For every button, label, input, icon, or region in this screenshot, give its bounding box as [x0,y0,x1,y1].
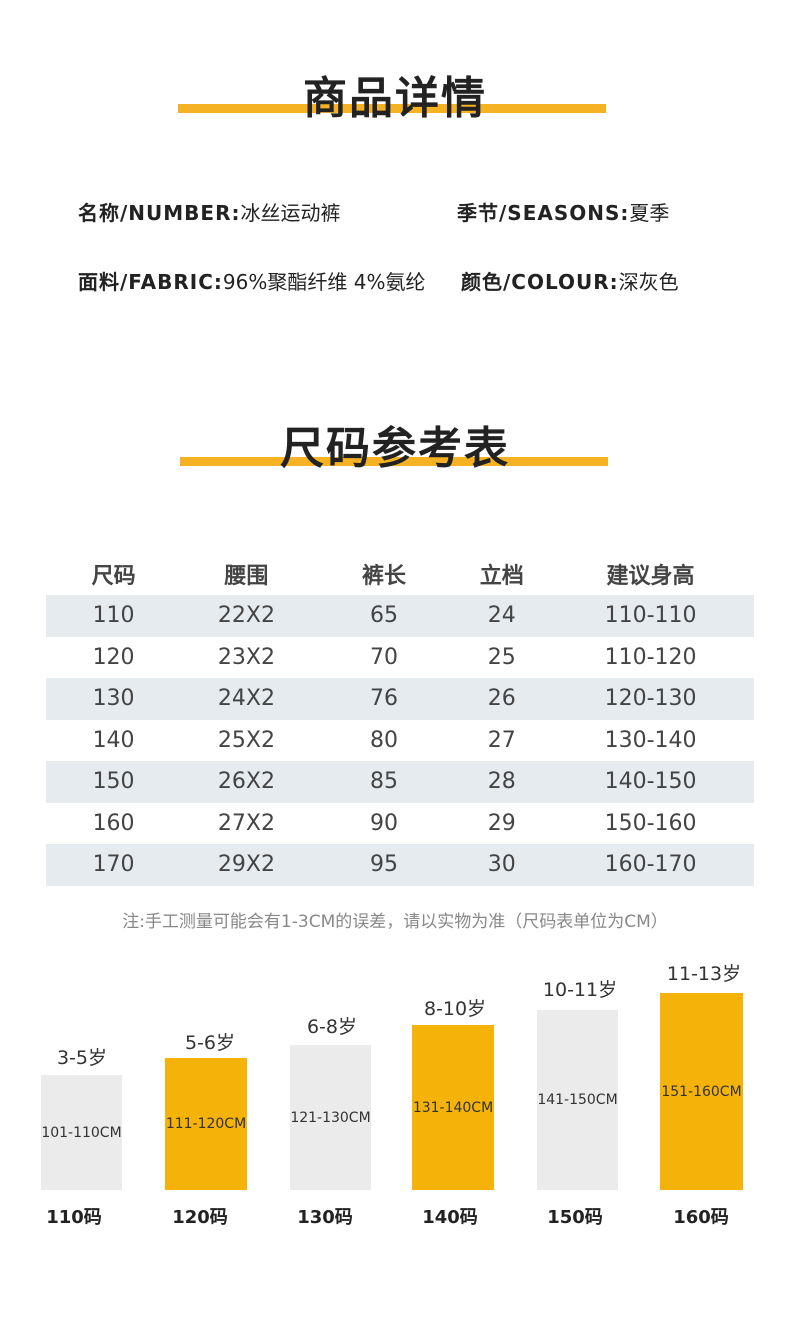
heading-underline [178,104,606,113]
age-label: 11-13岁 [666,963,742,985]
cell-size: 160 [92,810,135,836]
size-code-label: 150码 [547,1207,603,1228]
cell-waist: 22X2 [181,595,312,637]
product-details-title: 商品详情 [303,73,487,124]
table-row: 140 25X2 80 27 130-140 [46,720,754,762]
size-code-label: 160码 [673,1207,729,1228]
height-bar: 111-120CM [165,1058,247,1190]
cell-waist: 29X2 [181,844,312,886]
height-guide: 3-5岁 101-110CM 110码 5-6岁 111-120CM 120码 … [0,950,790,1250]
measurement-note: 注:手工测量可能会有1-3CM的误差，请以实物为准（尺码表单位为CM） [122,912,668,932]
age-label: 10-11岁 [542,979,618,1001]
height-range-label: 101-110CM [41,1124,122,1141]
cell-height: 140-150 [547,761,754,803]
header-waist: 腰围 [224,564,269,589]
table-row: 160 27X2 90 29 150-160 [46,803,754,845]
product-colour-row: 颜色/COLOUR:深灰色 [461,266,679,295]
product-season-label: 季节/SEASONS: [457,201,630,225]
height-range-label: 151-160CM [661,1083,742,1100]
cell-rise: 25 [487,644,516,670]
size-table: 尺码 腰围 裤长 立档 建议身高 110 22X2 65 24 110-110 … [46,553,754,886]
header-length: 裤长 [362,564,407,589]
size-code-label: 140码 [422,1207,478,1228]
cell-length: 85 [311,761,457,803]
cell-length: 95 [311,844,457,886]
height-range-label: 111-120CM [165,1116,247,1132]
height-range-label: 121-130CM [290,1109,371,1126]
product-name-value: 冰丝运动裤 [240,201,341,225]
table-row: 110 22X2 65 24 110-110 [46,595,754,637]
cell-size: 130 [46,678,182,720]
product-name-row: 名称/NUMBER:冰丝运动裤 [78,197,341,226]
age-label: 3-5岁 [56,1047,108,1069]
height-range-label: 141-150CM [537,1092,618,1108]
product-fabric-label: 面料/FABRIC: [78,270,223,294]
cell-size: 140 [92,727,135,753]
heading-underline [180,457,608,466]
cell-rise: 26 [456,678,548,720]
size-table-header: 尺码 腰围 裤长 立档 建议身高 [46,553,754,595]
header-size: 尺码 [91,564,136,589]
cell-rise: 28 [456,761,548,803]
size-code-label: 110码 [46,1207,102,1228]
height-bar: 141-150CM [537,1010,618,1190]
height-bar: 101-110CM [41,1075,122,1190]
product-name-label: 名称/NUMBER: [78,201,241,225]
height-bar: 151-160CM [660,993,743,1190]
age-label: 8-10岁 [423,998,487,1020]
table-row: 170 29X2 95 30 160-170 [46,844,754,886]
product-fabric-row: 面料/FABRIC:96%聚酯纤维 4%氨纶 [78,266,425,295]
height-bar: 131-140CM [412,1025,494,1190]
product-fabric-value: 96%聚酯纤维 4%氨纶 [222,270,426,294]
product-season-value: 夏季 [629,201,670,225]
product-colour-label: 颜色/COLOUR: [461,270,619,294]
cell-height: 150-160 [604,810,697,836]
size-code-label: 130码 [297,1207,353,1228]
cell-length: 65 [311,595,457,637]
size-chart-title: 尺码参考表 [280,423,510,474]
cell-length: 80 [370,727,398,753]
cell-rise: 30 [456,844,548,886]
cell-height: 110-110 [547,595,754,637]
cell-size: 150 [46,761,182,803]
table-row: 150 26X2 85 28 140-150 [46,761,754,803]
cell-length: 70 [370,644,398,670]
size-chart-heading: 尺码参考表 [0,412,790,474]
height-range-label: 131-140CM [412,1099,494,1116]
height-bar: 121-130CM [290,1045,371,1190]
cell-waist: 26X2 [181,761,312,803]
cell-height: 120-130 [547,678,754,720]
table-row: 120 23X2 70 25 110-120 [46,637,754,679]
cell-rise: 27 [487,727,516,753]
product-details-heading: 商品详情 [0,62,790,124]
header-rise: 立档 [479,564,524,589]
cell-size: 120 [92,644,135,670]
cell-waist: 23X2 [217,644,275,670]
cell-height: 110-120 [604,644,697,670]
cell-height: 130-140 [604,727,697,753]
cell-waist: 27X2 [217,810,275,836]
product-colour-value: 深灰色 [618,270,679,294]
cell-waist: 25X2 [217,727,275,753]
table-row: 130 24X2 76 26 120-130 [46,678,754,720]
cell-rise: 24 [456,595,548,637]
header-height: 建议身高 [606,564,695,589]
cell-rise: 29 [487,810,516,836]
cell-length: 76 [311,678,457,720]
age-label: 5-6岁 [184,1032,236,1054]
cell-length: 90 [370,810,398,836]
cell-waist: 24X2 [181,678,312,720]
age-label: 6-8岁 [306,1016,358,1038]
cell-height: 160-170 [547,844,754,886]
cell-size: 170 [46,844,182,886]
cell-size: 110 [46,595,182,637]
size-code-label: 120码 [172,1207,228,1228]
product-season-row: 季节/SEASONS:夏季 [457,197,669,226]
